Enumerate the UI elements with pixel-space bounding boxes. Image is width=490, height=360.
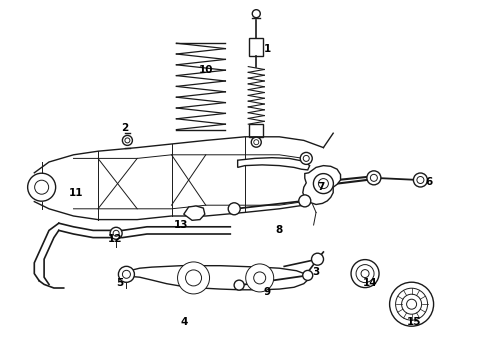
Polygon shape: [184, 206, 205, 220]
Text: 1: 1: [264, 44, 270, 54]
Circle shape: [407, 299, 416, 309]
Circle shape: [122, 135, 132, 145]
Circle shape: [318, 179, 328, 189]
Text: 15: 15: [407, 317, 421, 327]
Circle shape: [300, 152, 312, 165]
Text: 7: 7: [317, 182, 325, 192]
Circle shape: [417, 176, 424, 184]
Circle shape: [35, 180, 49, 194]
Circle shape: [113, 230, 119, 236]
Circle shape: [125, 138, 130, 143]
Circle shape: [299, 195, 311, 207]
Circle shape: [402, 294, 421, 314]
Circle shape: [228, 203, 240, 215]
Text: 4: 4: [180, 317, 188, 327]
Text: 11: 11: [69, 188, 83, 198]
Polygon shape: [238, 158, 310, 170]
Circle shape: [303, 156, 309, 161]
Text: 14: 14: [363, 278, 377, 288]
Text: 3: 3: [313, 267, 319, 277]
Circle shape: [312, 253, 323, 265]
Circle shape: [177, 262, 210, 294]
Circle shape: [395, 288, 428, 320]
Circle shape: [414, 173, 427, 187]
Circle shape: [351, 260, 379, 288]
Circle shape: [234, 280, 244, 290]
Circle shape: [245, 264, 274, 292]
Circle shape: [119, 266, 134, 282]
Text: 9: 9: [264, 287, 270, 297]
Circle shape: [122, 270, 130, 278]
Polygon shape: [303, 166, 341, 204]
Circle shape: [27, 173, 56, 201]
Polygon shape: [127, 266, 309, 290]
Text: 5: 5: [117, 278, 123, 288]
Circle shape: [186, 270, 201, 286]
Circle shape: [361, 270, 369, 278]
Circle shape: [356, 265, 374, 283]
Circle shape: [370, 174, 377, 181]
Text: 10: 10: [198, 65, 213, 75]
Text: 12: 12: [108, 234, 122, 244]
Text: 13: 13: [174, 220, 189, 230]
Text: 2: 2: [122, 123, 128, 133]
Circle shape: [254, 272, 266, 284]
Circle shape: [254, 140, 259, 145]
Circle shape: [252, 10, 260, 18]
Text: 6: 6: [425, 177, 432, 187]
Text: 8: 8: [276, 225, 283, 235]
Circle shape: [110, 227, 122, 239]
Circle shape: [303, 270, 313, 280]
Polygon shape: [249, 124, 263, 137]
Circle shape: [367, 171, 381, 185]
Circle shape: [390, 282, 434, 326]
Circle shape: [251, 137, 261, 147]
Circle shape: [314, 174, 333, 194]
Polygon shape: [249, 38, 263, 56]
